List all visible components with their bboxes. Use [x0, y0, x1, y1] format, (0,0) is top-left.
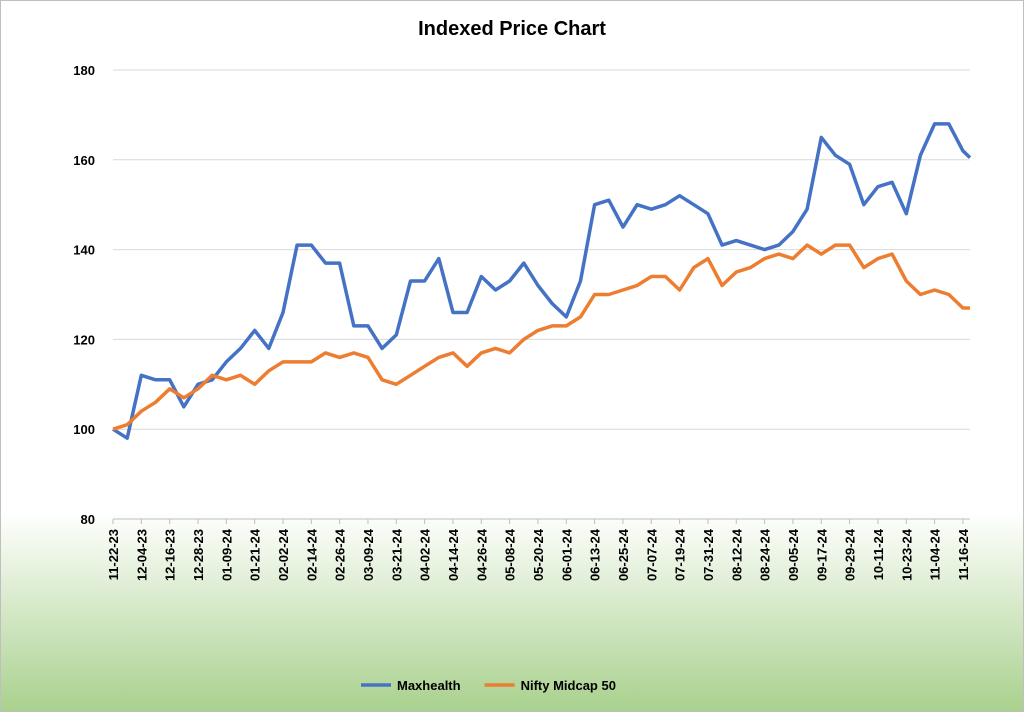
x-tick-label: 11-04-24 — [928, 528, 943, 580]
x-tick-label: 03-09-24 — [361, 528, 376, 581]
x-tick-label: 09-17-24 — [814, 528, 829, 581]
y-tick-label: 160 — [73, 153, 95, 168]
x-tick-label: 03-21-24 — [389, 528, 404, 581]
legend-label: Nifty Midcap 50 — [521, 678, 616, 693]
x-tick-label: 11-16-24 — [956, 528, 971, 580]
x-tick-label: 05-20-24 — [531, 528, 546, 581]
x-tick-label: 12-28-23 — [191, 529, 206, 581]
x-tick-label: 07-19-24 — [673, 528, 688, 581]
y-tick-label: 140 — [73, 243, 95, 258]
chart-title: Indexed Price Chart — [418, 18, 606, 40]
x-tick-label: 06-25-24 — [616, 528, 631, 581]
x-tick-label: 07-31-24 — [701, 528, 716, 581]
x-tick-label: 06-01-24 — [559, 528, 574, 581]
y-tick-label: 120 — [73, 332, 95, 347]
x-tick-label: 08-12-24 — [729, 528, 744, 581]
x-tick-label: 12-16-23 — [163, 529, 178, 581]
x-tick-label: 01-09-24 — [219, 528, 234, 581]
x-tick-label: 05-08-24 — [503, 528, 518, 581]
series-line — [112, 243, 970, 431]
x-tick-label: 02-14-24 — [304, 528, 319, 581]
series-line — [112, 122, 972, 440]
x-tick-label: 11-22-23 — [106, 529, 121, 580]
x-tick-label: 12-04-23 — [134, 529, 149, 581]
x-tick-label: 01-21-24 — [248, 528, 263, 581]
x-tick-label: 10-23-24 — [899, 528, 914, 581]
y-tick-label: 100 — [73, 422, 95, 437]
x-tick-label: 07-07-24 — [644, 528, 659, 581]
y-tick-label: 180 — [73, 63, 95, 78]
x-tick-label: 10-11-24 — [871, 528, 886, 580]
y-tick-label: 80 — [81, 512, 95, 527]
x-tick-label: 04-26-24 — [474, 528, 489, 581]
legend-label: Maxhealth — [397, 678, 461, 693]
x-tick-label: 04-14-24 — [446, 528, 461, 581]
x-tick-label: 04-02-24 — [418, 528, 433, 581]
x-tick-label: 09-05-24 — [786, 528, 801, 581]
x-tick-label: 09-29-24 — [843, 528, 858, 581]
x-tick-label: 02-26-24 — [333, 528, 348, 581]
x-tick-label: 08-24-24 — [758, 528, 773, 581]
x-tick-label: 02-02-24 — [276, 528, 291, 581]
x-tick-label: 06-13-24 — [588, 528, 603, 581]
